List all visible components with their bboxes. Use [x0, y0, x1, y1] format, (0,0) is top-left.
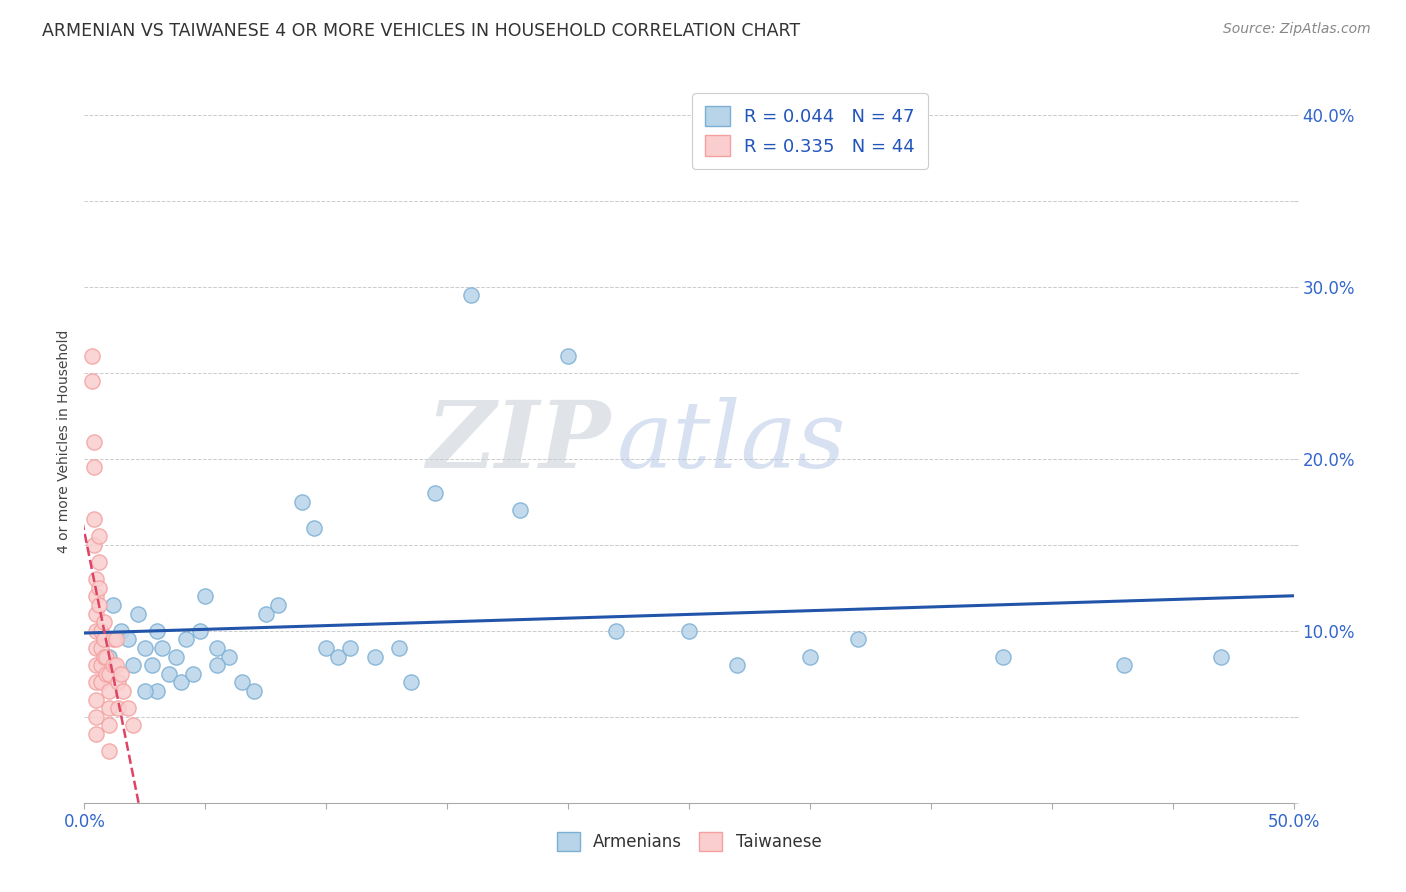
Point [165, 649, 187, 664]
Point [388, 640, 411, 655]
Point [86, 710, 108, 724]
Point [83, 538, 105, 552]
Point [90, 658, 112, 673]
Point [134, 640, 156, 655]
Point [90, 624, 112, 638]
Point [846, 632, 869, 647]
Point [87, 529, 110, 543]
Point [121, 658, 143, 673]
Point [94, 666, 117, 681]
Point [509, 503, 531, 517]
Point [87, 598, 110, 612]
Point [86, 590, 108, 604]
Point [190, 624, 212, 638]
Point [242, 684, 264, 698]
Point [103, 658, 125, 673]
Point [423, 486, 446, 500]
Point [339, 640, 361, 655]
Point [97, 684, 120, 698]
Point [557, 349, 579, 363]
Point [86, 572, 108, 586]
Point [194, 590, 217, 604]
Point [94, 649, 117, 664]
Point [1114, 658, 1136, 673]
Point [291, 494, 314, 508]
Point [86, 658, 108, 673]
Point [678, 624, 700, 638]
Point [799, 649, 821, 664]
Point [121, 718, 143, 732]
Point [80, 375, 103, 389]
Point [174, 632, 197, 647]
Point [97, 701, 120, 715]
Point [87, 555, 110, 569]
Point [90, 675, 112, 690]
Point [328, 649, 350, 664]
Text: atlas: atlas [616, 397, 846, 486]
Point [104, 632, 127, 647]
Point [80, 349, 103, 363]
Point [97, 718, 120, 732]
Point [93, 615, 115, 630]
Point [110, 666, 132, 681]
Point [97, 666, 120, 681]
Text: ZIP: ZIP [426, 397, 610, 486]
Point [460, 288, 482, 302]
Point [93, 632, 115, 647]
Point [103, 598, 125, 612]
Point [86, 607, 108, 621]
Point [1209, 649, 1232, 664]
Y-axis label: 4 or more Vehicles in Household: 4 or more Vehicles in Household [58, 330, 72, 553]
Point [127, 607, 149, 621]
Point [83, 460, 105, 475]
Point [93, 649, 115, 664]
Point [267, 598, 290, 612]
Point [93, 632, 115, 647]
Point [315, 640, 337, 655]
Point [104, 658, 127, 673]
Point [97, 744, 120, 758]
Point [97, 649, 120, 664]
Point [399, 675, 422, 690]
Point [107, 701, 129, 715]
Point [86, 727, 108, 741]
Point [254, 607, 277, 621]
Point [112, 684, 135, 698]
Point [181, 666, 204, 681]
Point [86, 640, 108, 655]
Point [110, 624, 132, 638]
Point [83, 512, 105, 526]
Point [605, 624, 627, 638]
Point [993, 649, 1015, 664]
Point [207, 640, 229, 655]
Point [141, 658, 163, 673]
Point [134, 684, 156, 698]
Text: ARMENIAN VS TAIWANESE 4 OR MORE VEHICLES IN HOUSEHOLD CORRELATION CHART: ARMENIAN VS TAIWANESE 4 OR MORE VEHICLES… [42, 22, 800, 40]
Point [117, 701, 139, 715]
Point [83, 434, 105, 449]
Point [157, 666, 180, 681]
Point [117, 632, 139, 647]
Point [725, 658, 748, 673]
Point [150, 640, 173, 655]
Point [107, 675, 129, 690]
Point [231, 675, 253, 690]
Point [86, 675, 108, 690]
Point [170, 675, 193, 690]
Point [90, 640, 112, 655]
Point [86, 692, 108, 706]
Point [86, 624, 108, 638]
Point [87, 581, 110, 595]
Point [103, 632, 125, 647]
Point [146, 624, 169, 638]
Point [146, 684, 169, 698]
Point [218, 649, 240, 664]
Point [302, 520, 325, 534]
Legend: Armenians, Taiwanese: Armenians, Taiwanese [548, 823, 830, 860]
Point [207, 658, 229, 673]
Point [363, 649, 385, 664]
Text: Source: ZipAtlas.com: Source: ZipAtlas.com [1223, 22, 1371, 37]
